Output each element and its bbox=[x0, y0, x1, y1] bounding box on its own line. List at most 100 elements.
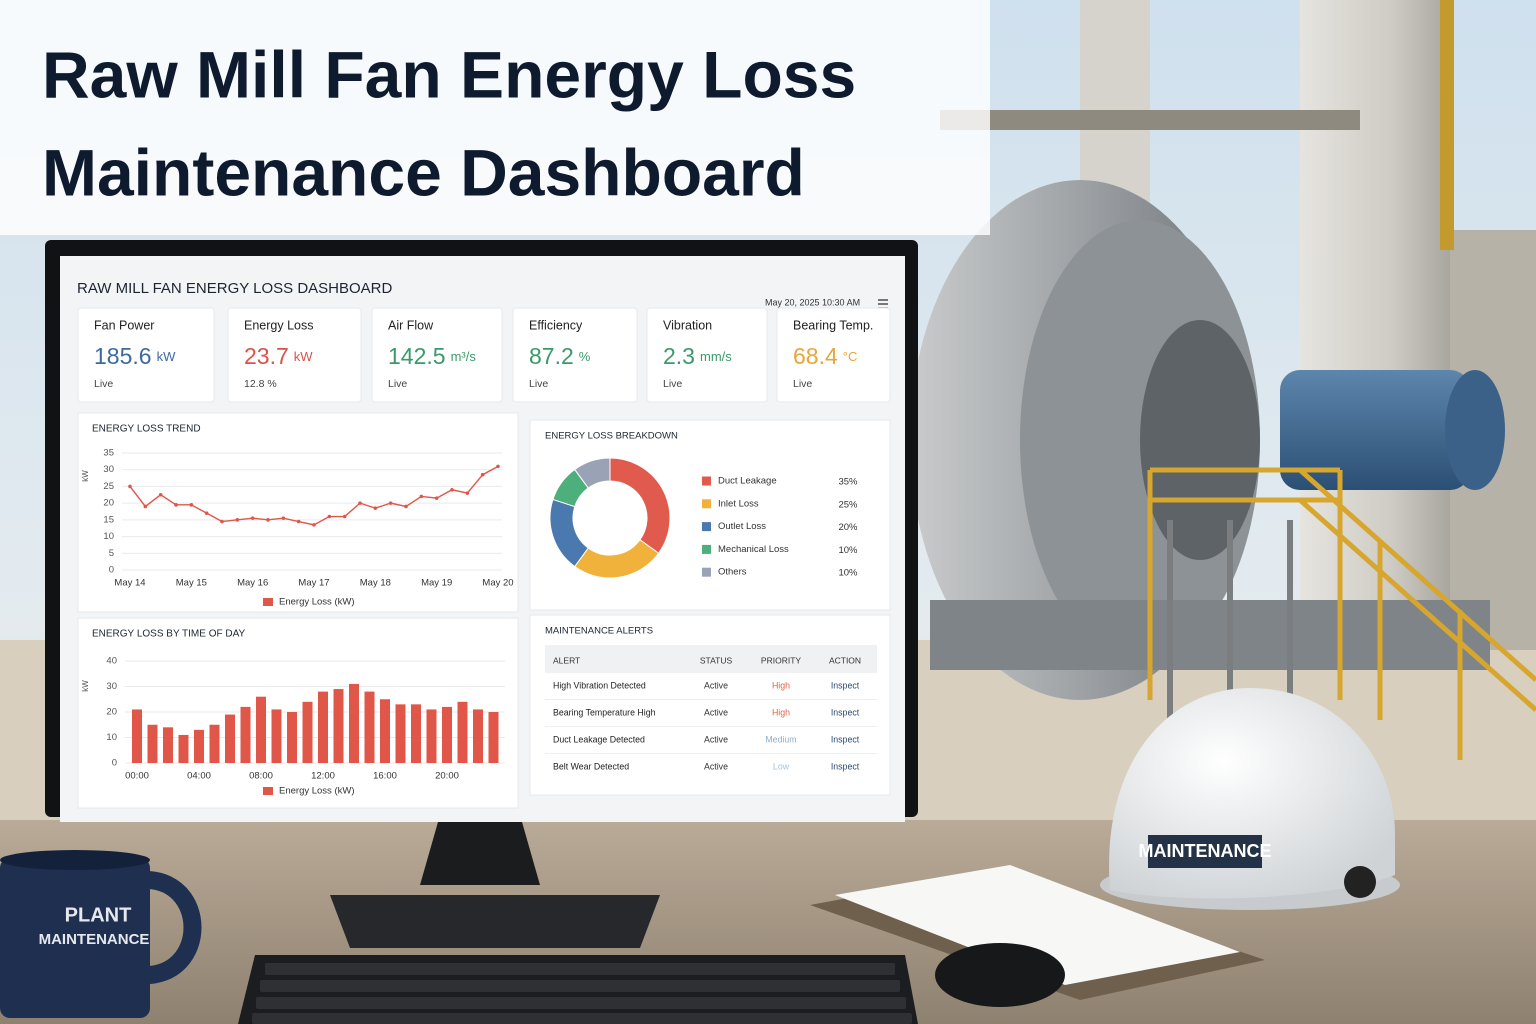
value-label: 20% bbox=[838, 522, 858, 533]
point bbox=[496, 464, 500, 469]
kpi-card bbox=[227, 307, 362, 403]
action-link[interactable]: Inspect bbox=[831, 680, 860, 690]
y-axis-label: kW bbox=[81, 680, 90, 692]
x-tick-label: 08:00 bbox=[249, 771, 273, 782]
bar bbox=[457, 701, 468, 763]
kpi-label: Energy Loss bbox=[244, 318, 313, 332]
kpi-number: 2.3 bbox=[663, 343, 695, 369]
kpi-note: Live bbox=[529, 378, 548, 390]
bar bbox=[318, 691, 328, 763]
bar bbox=[194, 729, 204, 763]
y-tick-label: 30 bbox=[103, 464, 114, 475]
kpi-label: Bearing Temp. bbox=[793, 318, 873, 332]
bar bbox=[302, 701, 313, 763]
legend-swatch bbox=[702, 522, 711, 532]
x-tick-label: 04:00 bbox=[187, 771, 211, 782]
point bbox=[358, 501, 362, 505]
y-tick-label: 25 bbox=[103, 481, 114, 492]
point bbox=[220, 519, 224, 524]
kpi-number: 185.6 bbox=[94, 343, 152, 369]
kpi-card bbox=[371, 307, 503, 403]
kpi-label: Vibration bbox=[663, 318, 712, 332]
point bbox=[281, 516, 286, 520]
dashboard-title: RAW MILL FAN ENERGY LOSS DASHBOARD bbox=[77, 280, 393, 297]
kpi-value: 185.6 kW bbox=[94, 343, 176, 369]
x-tick-label: 16:00 bbox=[373, 771, 397, 782]
point bbox=[312, 523, 316, 527]
bar bbox=[473, 709, 483, 763]
point bbox=[388, 501, 393, 505]
y-tick-label: 30 bbox=[106, 681, 117, 692]
bar bbox=[333, 689, 344, 763]
legend-label: Energy Loss (kW) bbox=[279, 786, 355, 797]
action-link[interactable]: Inspect bbox=[831, 761, 860, 771]
bar bbox=[256, 696, 266, 763]
kpi-number: 87.2 bbox=[529, 343, 574, 369]
action-link[interactable]: Inspect bbox=[831, 734, 860, 744]
x-tick-label: 20:00 bbox=[435, 771, 459, 782]
point bbox=[434, 496, 439, 500]
column-header: ALERT bbox=[553, 655, 580, 665]
point bbox=[189, 503, 194, 507]
kpi-number: 23.7 bbox=[244, 343, 289, 369]
y-tick-label: 20 bbox=[103, 498, 114, 509]
kpi-unit: m³/s bbox=[451, 349, 477, 364]
hard-hat: MAINTENANCE bbox=[1100, 688, 1400, 910]
chart-title: ENERGY LOSS BREAKDOWN bbox=[545, 431, 678, 442]
point bbox=[128, 484, 132, 489]
legend-swatch bbox=[263, 787, 273, 795]
bar bbox=[147, 724, 158, 763]
bar bbox=[364, 691, 375, 763]
kpi-card bbox=[646, 307, 768, 403]
value-label: 25% bbox=[838, 499, 858, 510]
bar bbox=[271, 709, 282, 763]
bar bbox=[380, 699, 390, 763]
cell: Low bbox=[773, 761, 790, 771]
kpi-unit: mm/s bbox=[700, 349, 732, 364]
legend-label: Mechanical Loss bbox=[718, 544, 789, 555]
cell: Medium bbox=[765, 734, 796, 744]
point bbox=[204, 511, 209, 515]
plant bbox=[910, 0, 1536, 760]
x-tick-label: 12:00 bbox=[311, 771, 335, 782]
legend-swatch bbox=[263, 598, 273, 606]
y-tick-label: 35 bbox=[103, 448, 114, 459]
cell: High bbox=[772, 680, 790, 690]
kpi-note: Live bbox=[793, 378, 812, 390]
cell: Active bbox=[704, 707, 728, 717]
value-label: 10% bbox=[838, 545, 858, 556]
legend-swatch bbox=[702, 476, 711, 486]
x-tick-label: May 16 bbox=[237, 578, 268, 589]
cell: High bbox=[772, 707, 790, 717]
chart-title: ENERGY LOSS BY TIME OF DAY bbox=[92, 629, 246, 640]
kpi-unit: % bbox=[579, 349, 591, 364]
bar bbox=[178, 734, 189, 763]
point bbox=[327, 514, 332, 519]
kpi-value: 23.7 kW bbox=[244, 343, 313, 369]
kpi-card bbox=[776, 307, 891, 403]
header-band bbox=[0, 0, 990, 235]
point bbox=[266, 518, 270, 522]
y-tick-label: 0 bbox=[112, 758, 117, 769]
bar bbox=[426, 709, 437, 763]
x-tick-label: May 15 bbox=[176, 578, 207, 589]
kpi-value: 87.2% bbox=[529, 343, 591, 369]
legend-label: Others bbox=[718, 567, 747, 578]
column-header: STATUS bbox=[700, 655, 733, 665]
y-tick-label: 0 bbox=[109, 565, 114, 576]
kpi-note: Live bbox=[663, 378, 682, 390]
y-tick-label: 15 bbox=[103, 514, 114, 525]
point bbox=[450, 487, 454, 492]
kpi-card bbox=[512, 307, 638, 403]
point bbox=[158, 492, 163, 497]
bar bbox=[395, 704, 406, 763]
y-tick-label: 20 bbox=[106, 707, 117, 718]
helmet-label: MAINTENANCE bbox=[1139, 841, 1272, 861]
bar bbox=[240, 706, 251, 763]
legend-swatch bbox=[702, 544, 711, 554]
bar bbox=[349, 683, 359, 763]
action-link[interactable]: Inspect bbox=[831, 707, 860, 717]
mug-text: PLANT bbox=[65, 904, 132, 926]
